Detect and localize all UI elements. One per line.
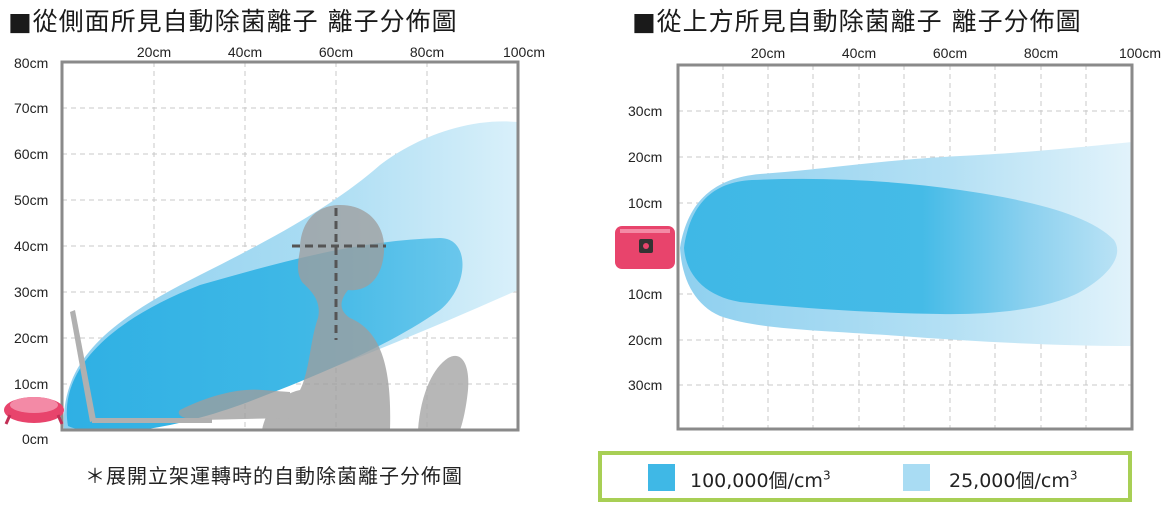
side-view-caption: ＊展開立架運轉時的自動除菌離子分佈圖 xyxy=(85,464,463,488)
side-view-frame xyxy=(60,60,520,432)
side-x-tick-100: 100cm xyxy=(503,44,545,60)
top-view-frame xyxy=(676,63,1134,431)
side-y-axis-labels: 80cm 70cm 60cm 50cm 40cm 30cm 20cm 10cm … xyxy=(14,55,48,447)
side-x-tick-40: 40cm xyxy=(228,44,262,60)
legend-label-light: 25,000個/cm3 xyxy=(949,468,1078,492)
side-x-axis-labels: 20cm 40cm 60cm 80cm 100cm xyxy=(137,44,545,60)
top-y-tick-20-up: 20cm xyxy=(628,149,662,165)
top-y-tick-10-up: 10cm xyxy=(628,195,662,211)
top-x-tick-60: 60cm xyxy=(933,45,967,61)
side-y-tick-20: 20cm xyxy=(14,330,48,346)
side-y-tick-70: 70cm xyxy=(14,100,48,116)
legend-swatch-light xyxy=(903,464,930,491)
top-x-tick-20: 20cm xyxy=(751,45,785,61)
top-y-axis-labels: 30cm 20cm 10cm 10cm 20cm 30cm xyxy=(628,103,662,393)
top-y-tick-10-down: 10cm xyxy=(628,286,662,302)
top-x-tick-40: 40cm xyxy=(842,45,876,61)
top-y-tick-20-down: 20cm xyxy=(628,332,662,348)
top-view-panel: 20cm 40cm 60cm 80cm 100cm 30cm 20cm 10cm… xyxy=(615,45,1161,431)
side-y-tick-0: 0cm xyxy=(22,431,48,447)
side-y-tick-80: 80cm xyxy=(14,55,48,71)
top-y-tick-30-down: 30cm xyxy=(628,377,662,393)
side-x-tick-60: 60cm xyxy=(319,44,353,60)
side-view-panel: 20cm 40cm 60cm 80cm 100cm 80cm 70cm 60cm… xyxy=(4,44,545,447)
side-y-tick-50: 50cm xyxy=(14,192,48,208)
top-y-tick-30-up: 30cm xyxy=(628,103,662,119)
top-x-axis-labels: 20cm 40cm 60cm 80cm 100cm xyxy=(751,45,1161,61)
ion-device-side-icon xyxy=(4,397,64,425)
top-view-title: ■從上方所見自動除菌離子 離子分佈圖 xyxy=(632,7,1082,36)
side-x-tick-80: 80cm xyxy=(410,44,444,60)
top-dark-ion-zone xyxy=(684,178,1118,315)
side-y-tick-60: 60cm xyxy=(14,146,48,162)
top-x-tick-80: 80cm xyxy=(1024,45,1058,61)
chair-silhouette xyxy=(418,355,469,430)
side-x-tick-20: 20cm xyxy=(137,44,171,60)
legend-box: 100,000個/cm3 25,000個/cm3 xyxy=(598,451,1132,502)
laptop-silhouette xyxy=(70,310,212,423)
legend-swatch-dark xyxy=(648,464,675,491)
legend-label-dark: 100,000個/cm3 xyxy=(690,468,831,492)
side-y-tick-10: 10cm xyxy=(14,376,48,392)
side-y-tick-30: 30cm xyxy=(14,284,48,300)
ion-device-top-icon xyxy=(615,226,675,269)
side-y-tick-40: 40cm xyxy=(14,238,48,254)
person-silhouette xyxy=(178,205,391,430)
top-x-tick-100: 100cm xyxy=(1119,45,1161,61)
side-view-title: ■從側面所見自動除菌離子 離子分佈圖 xyxy=(8,7,458,36)
head-crosshair xyxy=(292,208,386,340)
